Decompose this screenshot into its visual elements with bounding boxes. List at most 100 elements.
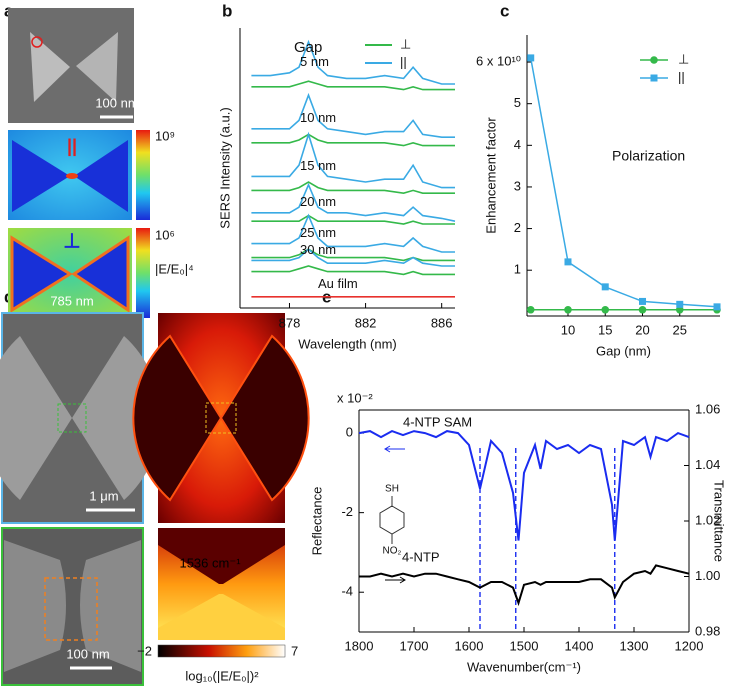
wavelength-label: 785 nm [50, 293, 93, 308]
legend-label: || [678, 69, 685, 84]
y-tick-label: 6 x 10¹⁰ [476, 53, 521, 68]
colorbar [157, 644, 286, 658]
x-tick-label: 882 [355, 315, 377, 330]
x-tick-label: 886 [431, 315, 453, 330]
bowtie [72, 336, 161, 500]
colorbar-label: log₁₀(|E/E₀|)² [185, 668, 259, 683]
axis-arrow [385, 576, 406, 584]
legend-label: ⊥ [678, 51, 689, 66]
y-tick-label: 3 [514, 178, 521, 193]
bowtie [219, 334, 310, 502]
hotspot [66, 173, 78, 179]
x-tick-label: 10 [561, 322, 575, 337]
y-tick-label: 1 [514, 262, 521, 277]
x-axis-label: Wavenumber(cm⁻¹) [467, 659, 581, 674]
marker [638, 305, 647, 314]
y-axis-label: SERS Intensity (a.u.) [217, 107, 232, 228]
axis-arrow [384, 445, 405, 453]
axis-multiplier: x 10⁻² [337, 390, 373, 405]
x-tick-label: 1600 [455, 638, 484, 653]
spectrum [251, 265, 455, 276]
spectrum [251, 133, 455, 147]
colorbar-max: 10⁹ [155, 128, 175, 143]
y-tick-label: -2 [341, 504, 353, 519]
spectrum [251, 182, 456, 222]
spectrum-label: 30 nm [300, 242, 336, 257]
marker [676, 300, 684, 308]
x-tick-label: 25 [673, 322, 687, 337]
y-tick-label: 0 [346, 425, 353, 440]
y2-tick-label: 1.06 [695, 401, 720, 416]
benzene-ring [379, 505, 405, 535]
spectrum [251, 248, 455, 262]
scale-label: 100 nm [66, 646, 109, 661]
x-axis-label: Wavelength (nm) [298, 336, 397, 351]
series-line [358, 430, 690, 541]
marker [526, 305, 535, 314]
marker [527, 54, 535, 62]
annotation: Polarization [612, 148, 685, 164]
molecule-group: SH [385, 484, 399, 495]
x-tick-label: 20 [635, 322, 649, 337]
spectrum-label: 25 nm [300, 225, 336, 240]
x-tick-label: 15 [598, 322, 612, 337]
panel-label: c [500, 1, 509, 20]
y-tick-label: 2 [514, 220, 521, 235]
spectrum [251, 181, 455, 195]
x-tick-label: 878 [279, 315, 301, 330]
bowtie [71, 235, 130, 313]
panel-d: 1 μm 100 nm 1536 cm⁻¹ −2 7 log₁₀(|E/E₀|)… [0, 312, 310, 686]
spectrum [251, 213, 455, 253]
legend-label: || [400, 54, 407, 69]
zoom-box [44, 577, 98, 641]
bowtie [0, 336, 72, 500]
marker [564, 305, 572, 314]
colorbar-label: |E/E₀|⁴ [155, 261, 194, 276]
spectrum [251, 214, 455, 225]
spectrum-label: 20 nm [300, 194, 336, 209]
x-tick-label: 1500 [510, 638, 539, 653]
y2-axis-label: Transmittance [712, 480, 727, 562]
x-tick-label: 1300 [620, 638, 649, 653]
spectrum-label: 5 nm [300, 54, 329, 69]
marker [675, 305, 684, 314]
nanotriangle [30, 32, 70, 102]
legend-marker [650, 56, 658, 64]
zoom-box [205, 402, 237, 434]
series-label: 4-NTP SAM [403, 414, 472, 429]
panel-label: b [222, 1, 232, 20]
nanotriangle [76, 32, 118, 102]
y2-tick-label: 1.04 [695, 457, 720, 472]
y2-tick-label: 1.02 [695, 512, 720, 527]
polarization-symbol: ⊥ [63, 230, 80, 252]
spectrum [251, 248, 455, 267]
colorbar-max: 10⁶ [155, 227, 175, 242]
scale-label: 1 μm [89, 488, 118, 503]
legend-title: Gap [294, 39, 322, 56]
colorbar [136, 130, 150, 220]
spectrum [251, 80, 455, 91]
y-tick-label: -4 [341, 584, 353, 599]
colorbar-min: −2 [137, 643, 152, 658]
y-tick-label: 4 [514, 137, 521, 152]
y-tick-label: 5 [514, 95, 521, 110]
bowtie [158, 528, 285, 584]
legend-label: ⊥ [400, 36, 411, 51]
spectrum [251, 131, 455, 189]
panel-a: 100 nm || 10⁹ ⊥ 785 nm 10⁶ |E/E₀|⁴ [8, 8, 194, 318]
marker [564, 258, 572, 266]
spectrum-label: 15 nm [300, 158, 336, 173]
x-axis-label: Gap (nm) [596, 343, 651, 358]
bowtie [80, 540, 141, 672]
legend-marker [650, 74, 658, 82]
colorbar-max: 7 [291, 643, 298, 658]
marker-circle [31, 36, 43, 48]
marker [601, 305, 610, 314]
marker [713, 303, 721, 311]
bowtie [132, 334, 223, 502]
bowtie [4, 540, 66, 672]
molecule: SH NO₂ [379, 445, 406, 584]
bowtie [10, 235, 73, 313]
